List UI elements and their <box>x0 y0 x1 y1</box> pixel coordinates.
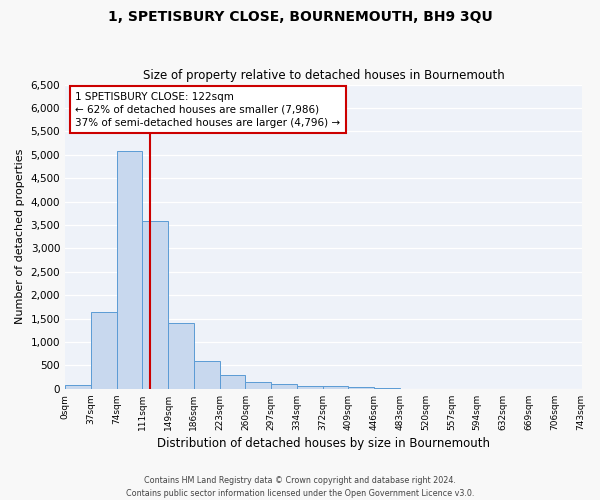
Bar <box>194 361 220 389</box>
X-axis label: Distribution of detached houses by size in Bournemouth: Distribution of detached houses by size … <box>157 437 490 450</box>
Bar <box>91 312 116 389</box>
Bar <box>65 386 91 389</box>
Bar <box>168 323 194 389</box>
Bar <box>245 382 271 389</box>
Bar <box>323 386 349 389</box>
Text: 1, SPETISBURY CLOSE, BOURNEMOUTH, BH9 3QU: 1, SPETISBURY CLOSE, BOURNEMOUTH, BH9 3Q… <box>107 10 493 24</box>
Bar <box>142 221 168 389</box>
Bar <box>374 388 400 389</box>
Bar <box>220 375 245 389</box>
Title: Size of property relative to detached houses in Bournemouth: Size of property relative to detached ho… <box>143 69 505 82</box>
Bar <box>116 151 142 389</box>
Bar <box>349 388 374 389</box>
Text: 1 SPETISBURY CLOSE: 122sqm
← 62% of detached houses are smaller (7,986)
37% of s: 1 SPETISBURY CLOSE: 122sqm ← 62% of deta… <box>76 92 341 128</box>
Text: Contains HM Land Registry data © Crown copyright and database right 2024.
Contai: Contains HM Land Registry data © Crown c… <box>126 476 474 498</box>
Bar <box>297 386 323 389</box>
Y-axis label: Number of detached properties: Number of detached properties <box>15 149 25 324</box>
Bar <box>271 384 297 389</box>
